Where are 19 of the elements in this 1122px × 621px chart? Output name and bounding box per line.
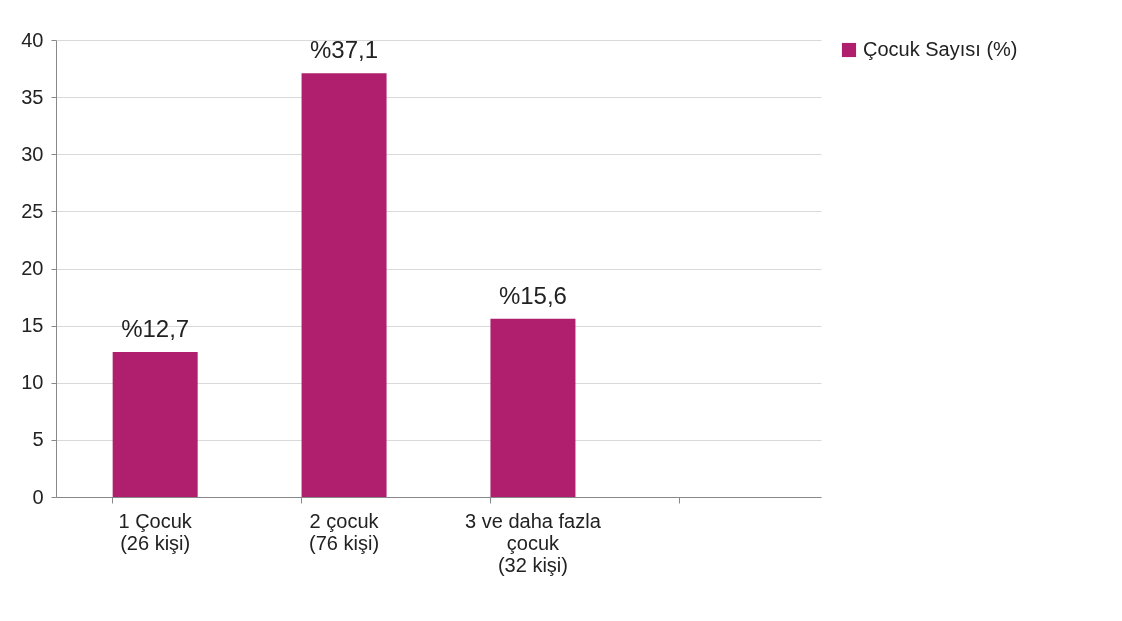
y-tick-label: 40 <box>21 28 44 51</box>
x-tick-label: 3 ve daha fazla çocuk (32 kişi) <box>465 509 602 576</box>
x-tick-label: 1 Çocuk (26 kişi) <box>118 509 193 554</box>
y-tick-label: 35 <box>21 85 44 108</box>
y-tick-label: 15 <box>21 314 44 337</box>
y-tick-label: 0 <box>32 485 44 508</box>
bar <box>301 73 387 497</box>
y-tick-label: 10 <box>21 371 44 394</box>
y-tick-label: 30 <box>21 142 44 165</box>
y-tick-label: 25 <box>21 199 44 222</box>
y-tick-label: 5 <box>32 428 44 451</box>
bar <box>490 318 576 497</box>
bar <box>112 351 198 497</box>
data-label: %37,1 <box>310 36 379 64</box>
y-tick-label: 20 <box>21 257 44 279</box>
data-label: %15,6 <box>498 281 567 309</box>
legend-label: Çocuk Sayısı (%) <box>863 38 1018 60</box>
data-label: %12,7 <box>121 314 190 342</box>
x-tick-label: 2 çocuk (76 kişi) <box>309 509 380 554</box>
